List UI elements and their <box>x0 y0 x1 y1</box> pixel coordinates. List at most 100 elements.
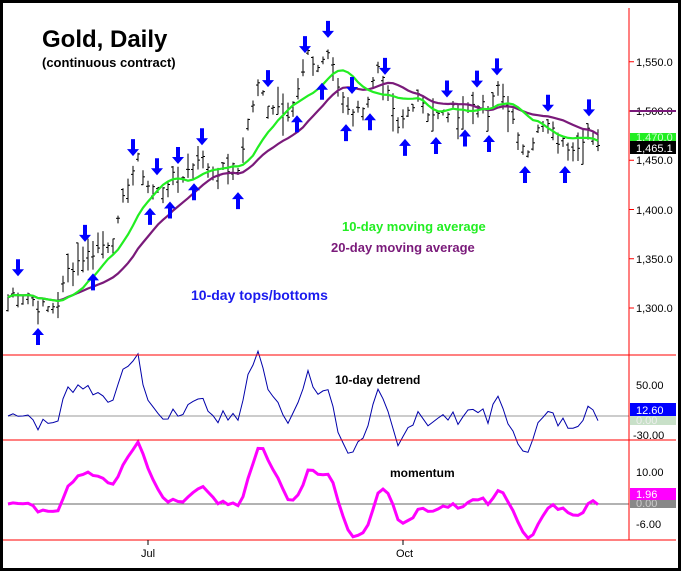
ma10-last-box <box>630 133 676 142</box>
top-arrow-down-icon <box>79 224 91 242</box>
arrow-shape <box>299 36 311 54</box>
arrow-shape <box>364 113 376 131</box>
xtick-oct: Oct <box>396 548 413 560</box>
arrow-shape <box>164 201 176 219</box>
top-arrow-down-icon <box>441 80 453 98</box>
bottom-arrow-up-icon <box>291 115 303 133</box>
bottom-arrow-up-icon <box>430 136 442 154</box>
top-arrow-down-icon <box>379 57 391 75</box>
momentum-title: momentum <box>390 466 455 480</box>
arrow-shape <box>12 259 24 277</box>
arrow-shape <box>291 115 303 133</box>
chart-subtitle: (continuous contract) <box>42 55 176 70</box>
momentum-last-label: 1.96 <box>636 489 657 501</box>
ytick-label: 1,350.0 <box>636 254 673 266</box>
top-arrow-down-icon <box>196 128 208 146</box>
arrow-shape <box>491 58 503 76</box>
top-arrow-down-icon <box>471 70 483 88</box>
detrend-last-box <box>630 403 676 416</box>
ytick-label: 1,300.0 <box>636 303 673 315</box>
bottom-arrow-up-icon <box>399 138 411 156</box>
arrow-shape <box>87 273 99 291</box>
ma10-line <box>7 69 599 303</box>
bottom-arrow-up-icon <box>483 134 495 152</box>
legend-ma10: 10-day moving average <box>342 219 486 234</box>
top-arrow-down-icon <box>542 94 554 112</box>
close-last-box <box>630 141 676 154</box>
bottom-arrow-up-icon <box>87 273 99 291</box>
ytick-label: 1,550.0 <box>636 57 673 69</box>
momentum-last-box <box>630 488 676 500</box>
bottom-arrow-up-icon <box>559 165 571 183</box>
top-arrow-down-icon <box>172 146 184 164</box>
annotation-tops-bottoms: 10-day tops/bottoms <box>191 287 328 303</box>
arrow-shape <box>583 99 595 117</box>
top-arrow-down-icon <box>262 70 274 88</box>
bottom-arrow-up-icon <box>519 165 531 183</box>
top-arrow-down-icon <box>12 259 24 277</box>
arrow-shape <box>127 139 139 157</box>
bottom-arrow-up-icon <box>188 183 200 201</box>
detrend-title: 10-day detrend <box>335 373 420 387</box>
momentum-ytick: 10.00 <box>636 467 664 479</box>
arrow-shape <box>379 57 391 75</box>
detrend-zero-label: 0.00 <box>636 415 657 427</box>
ma20-line <box>7 81 599 302</box>
bottom-arrow-up-icon <box>340 124 352 142</box>
momentum-ytick: -6.00 <box>636 519 661 531</box>
top-arrow-down-icon <box>322 20 334 38</box>
top-arrow-down-icon <box>583 99 595 117</box>
top-arrow-down-icon <box>151 158 163 176</box>
arrow-shape <box>32 328 44 346</box>
arrow-shape <box>322 20 334 38</box>
arrow-shape <box>430 136 442 154</box>
chart-title: Gold, Daily <box>42 26 168 53</box>
top-arrow-down-icon <box>346 77 358 95</box>
arrow-shape <box>471 70 483 88</box>
bottom-arrow-up-icon <box>232 192 244 210</box>
arrow-shape <box>459 129 471 147</box>
arrow-shape <box>188 183 200 201</box>
bottom-arrow-up-icon <box>364 113 376 131</box>
arrow-shape <box>196 128 208 146</box>
top-arrow-down-icon <box>127 139 139 157</box>
arrow-shape <box>172 146 184 164</box>
ytick-label: 1,400.0 <box>636 205 673 217</box>
momentum-zero-box <box>630 500 676 508</box>
detrend-zero-box <box>630 416 676 425</box>
detrend-ytick: 50.00 <box>636 380 664 392</box>
arrow-shape <box>399 138 411 156</box>
arrow-shape <box>232 192 244 210</box>
top-arrow-down-icon <box>299 36 311 54</box>
arrow-shape <box>151 158 163 176</box>
bottom-arrow-up-icon <box>32 328 44 346</box>
momentum-line <box>7 438 599 541</box>
xtick-jul: Jul <box>141 548 155 560</box>
arrow-shape <box>316 82 328 100</box>
bottom-arrow-up-icon <box>459 129 471 147</box>
arrow-shape <box>441 80 453 98</box>
arrow-shape <box>483 134 495 152</box>
bottom-arrow-up-icon <box>144 207 156 225</box>
top-arrow-down-icon <box>491 58 503 76</box>
detrend-ytick: -30.00 <box>633 430 664 442</box>
arrow-shape <box>346 77 358 95</box>
arrow-shape <box>559 165 571 183</box>
arrow-shape <box>519 165 531 183</box>
ytick-label: 1,450.0 <box>636 155 673 167</box>
arrow-shape <box>542 94 554 112</box>
arrow-shape <box>262 70 274 88</box>
detrend-line <box>7 349 599 454</box>
arrow-shape <box>79 224 91 242</box>
momentum-zero-label: 0.00 <box>636 498 657 510</box>
bottom-arrow-up-icon <box>164 201 176 219</box>
close-last-label: 1,465.1 <box>636 143 673 155</box>
arrow-shape <box>144 207 156 225</box>
detrend-last-label: 12.60 <box>636 405 664 417</box>
arrow-shape <box>340 124 352 142</box>
legend-ma20: 20-day moving average <box>331 240 475 255</box>
bottom-arrow-up-icon <box>316 82 328 100</box>
